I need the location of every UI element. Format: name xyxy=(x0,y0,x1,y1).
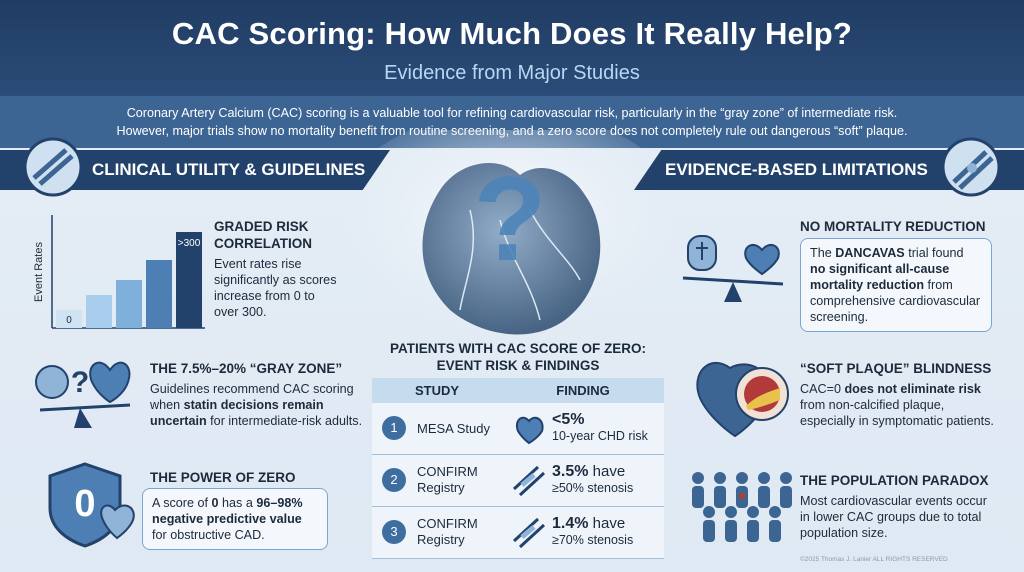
text-segment: statin decisions remain uncertain xyxy=(150,398,324,428)
header-band xyxy=(0,0,1024,96)
text-segment: have xyxy=(588,463,626,480)
column-header: FINDING xyxy=(556,383,610,398)
finding: 3.5% have ≥50% stenosis xyxy=(552,463,633,497)
row-number: 1 xyxy=(382,416,406,440)
finding-detail: 10-year CHD risk xyxy=(552,429,648,443)
text-segment: have xyxy=(588,515,626,532)
hero-symbol: ? xyxy=(473,152,546,286)
text-segment: for intermediate-risk adults. xyxy=(206,414,363,428)
plaque-icon xyxy=(696,361,789,438)
finding-detail: ≥70% stenosis xyxy=(552,533,634,547)
table-header: STUDY FINDING xyxy=(372,378,664,403)
title: CAC Scoring: How Much Does It Really Hel… xyxy=(171,16,853,51)
text-segment: Most cardiovascular events occur in lowe… xyxy=(800,494,987,540)
text-segment: 0 xyxy=(211,496,219,510)
badge: 0 xyxy=(74,483,95,525)
finding: 1.4% have ≥70% stenosis xyxy=(552,515,633,549)
item-title: THE POWER OF ZERO xyxy=(150,470,296,485)
text-segment: The xyxy=(810,246,836,260)
scale-icon xyxy=(682,235,784,302)
intro-line: Coronary Artery Calcium (CAC) scoring is… xyxy=(126,106,898,120)
text-segment: 3.5% xyxy=(552,463,589,480)
row-number: 2 xyxy=(382,468,406,492)
section-heading: CLINICAL UTILITY & GUIDELINES xyxy=(92,160,366,179)
item-body: Event rates rise significantly as scores… xyxy=(214,256,342,320)
text-segment: DANCAVAS xyxy=(835,246,905,260)
row-number: 3 xyxy=(382,520,406,544)
section-heading: EVIDENCE-BASED LIMITATIONS xyxy=(665,160,928,179)
item-body: A score of 0 has a 96–98% negative predi… xyxy=(142,488,328,550)
study-name: CONFIRM Registry xyxy=(417,464,478,495)
item-body: CAC=0 does not eliminate risk from non-c… xyxy=(800,381,1000,429)
shield-icon: 0 xyxy=(48,462,135,548)
row-icon xyxy=(516,416,544,445)
study-name: CONFIRM Registry xyxy=(417,516,478,547)
item-title: NO MORTALITY REDUCTION xyxy=(800,219,986,234)
hero-graphic: ? xyxy=(330,130,690,350)
text-segment: does not eliminate risk xyxy=(844,382,981,396)
footer: ©2025 Thomas J. Lanier ALL RIGHTS RESERV… xyxy=(800,556,948,563)
finding-value: <5% xyxy=(552,411,648,428)
column-header: STUDY xyxy=(414,383,460,398)
row-icon xyxy=(512,465,546,497)
table-row: 2 CONFIRM Registry 3.5% have ≥50% stenosis xyxy=(372,455,664,507)
table-title: PATIENTS WITH CAC SCORE OF ZERO: EVENT R… xyxy=(390,341,646,373)
item-title: GRADED RISK CORRELATION xyxy=(214,219,312,251)
text-segment: 96–98% negative predictive value xyxy=(152,496,303,526)
population-icon xyxy=(692,472,792,542)
bar-label: 0 xyxy=(66,315,72,326)
table-row: 3 CONFIRM Registry 1.4% have ≥70% stenosis xyxy=(372,507,664,559)
table: STUDY FINDING 1 MESA Study <5% 10-year CHD … xyxy=(372,378,664,559)
text-segment: 1.4% xyxy=(552,515,589,532)
risk-chart: Event Rates 0 >300 xyxy=(33,215,205,329)
text-segment: from comprehensive cardiovascular screen… xyxy=(810,278,981,324)
table-row: 1 MESA Study <5% 10-year CHD risk xyxy=(372,403,664,455)
finding-value: 3.5% have xyxy=(552,463,633,480)
section-icon xyxy=(941,137,1001,197)
table-body: 1 MESA Study <5% 10-year CHD risk 2 CONFIRM R… xyxy=(372,403,664,559)
item-title: THE POPULATION PARADOX xyxy=(800,473,989,488)
item-body: The DANCAVAS trial found no significant … xyxy=(800,238,992,332)
finding-value: 1.4% have xyxy=(552,515,633,532)
finding: <5% 10-year CHD risk xyxy=(552,411,648,445)
item-title: THE 7.5%–20% “GRAY ZONE” xyxy=(150,361,343,376)
text-segment: Guidelines recommend CAC scoring when xyxy=(150,382,354,412)
text-segment: trial found xyxy=(904,246,964,260)
bar-label: >300 xyxy=(178,238,201,249)
gray-zone-icon: ? xyxy=(35,361,131,428)
item-body: Guidelines recommend CAC scoring when st… xyxy=(150,381,370,429)
item-title: “SOFT PLAQUE” BLINDNESS xyxy=(800,361,992,376)
svg-text:?: ? xyxy=(71,366,89,399)
axis-label: Event Rates xyxy=(33,242,45,302)
text-segment: <5% xyxy=(552,411,585,428)
study-name: MESA Study xyxy=(417,421,490,436)
finding-detail: ≥50% stenosis xyxy=(552,481,634,495)
text-segment: Event rates rise significantly as scores… xyxy=(214,257,337,319)
text-segment: has a xyxy=(218,496,257,510)
row-icon xyxy=(512,517,546,549)
subtitle: Evidence from Major Studies xyxy=(384,62,640,84)
text-segment: CAC=0 xyxy=(800,382,845,396)
text-segment: A score of xyxy=(152,496,212,510)
section-icon xyxy=(23,137,83,197)
item-body: Most cardiovascular events occur in lowe… xyxy=(800,493,990,541)
text-segment: no significant all-cause mortality reduc… xyxy=(810,262,950,292)
text-segment: for obstructive CAD. xyxy=(152,528,265,542)
text-segment: from non-calcified plaque, especially in… xyxy=(800,398,994,428)
